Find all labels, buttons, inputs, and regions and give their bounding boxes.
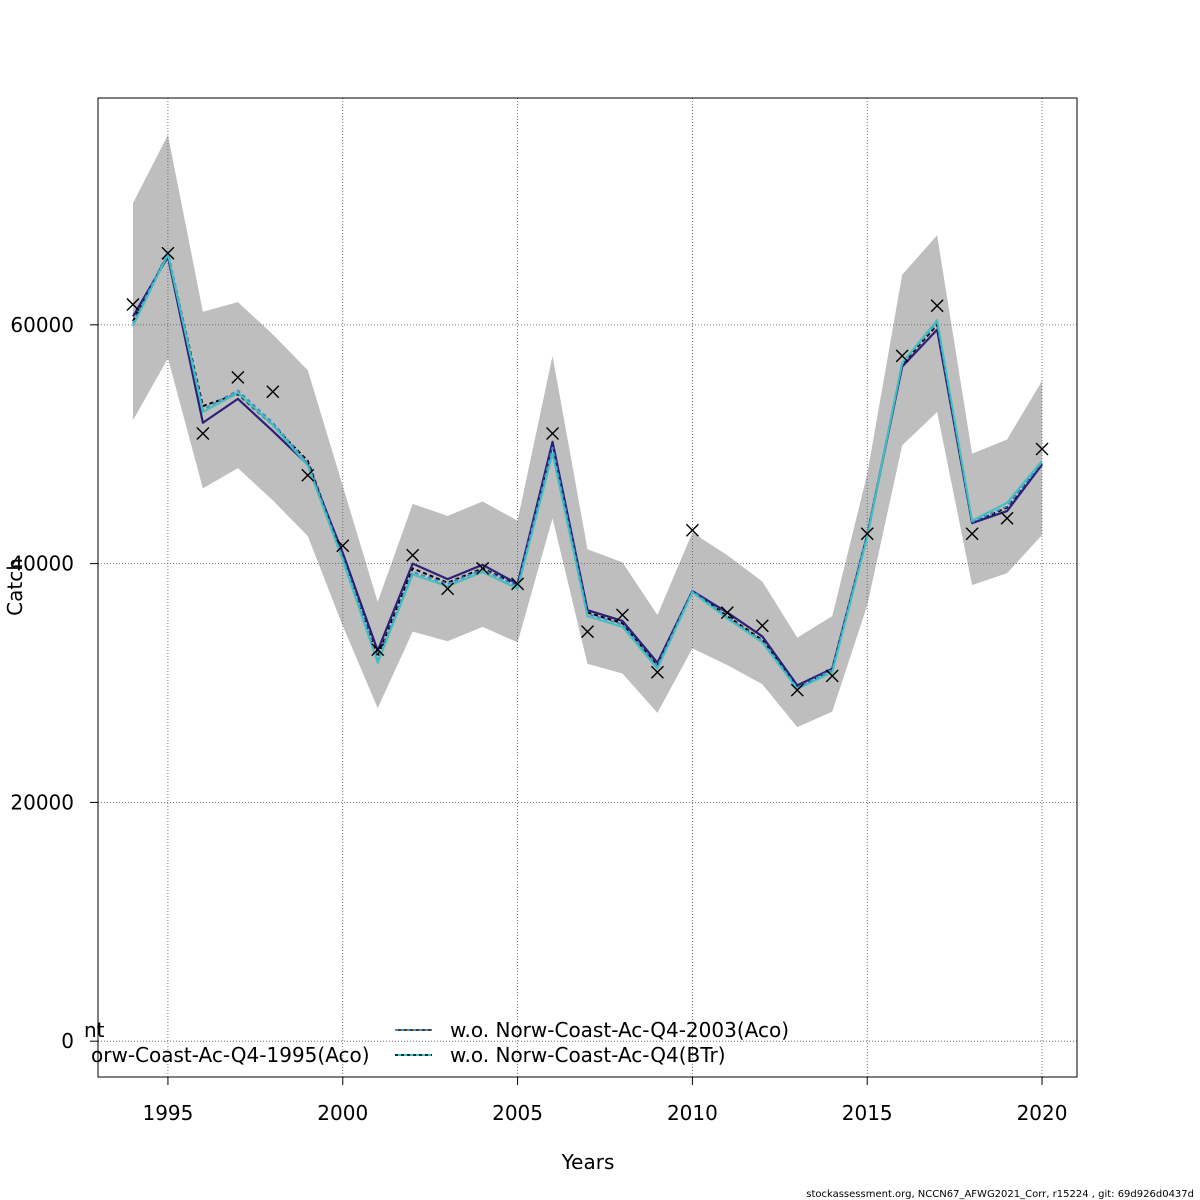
observed-layer — [126, 246, 1049, 697]
observed-point — [371, 643, 385, 657]
x-axis-title: Years — [561, 1150, 615, 1174]
x-tick-label: 2005 — [492, 1101, 543, 1125]
observed-point — [336, 539, 350, 553]
x-tick-label: 1995 — [142, 1101, 193, 1125]
observed-point — [581, 625, 594, 639]
footer-credit: stockassessment.org, NCCN67_AFWG2021_Cor… — [806, 1189, 1194, 1200]
observed-point — [790, 683, 804, 697]
observed-point — [511, 577, 525, 591]
observed-point — [825, 669, 839, 683]
observed-point — [126, 298, 140, 312]
axis-layer: 1995 2000 2005 2010 2015 2020 0 20000 40000 60000 — [10, 313, 1067, 1125]
observed-point — [720, 606, 734, 620]
observed-point — [965, 527, 979, 541]
observed-point — [1035, 442, 1049, 456]
y-tick-label: 0 — [61, 1029, 74, 1053]
plot-frame — [97, 97, 1078, 1078]
legend-label-current: nt — [84, 1018, 105, 1042]
x-tick-label: 2010 — [667, 1101, 718, 1125]
observed-point — [685, 523, 699, 537]
observed-point — [1000, 511, 1014, 525]
series-line-4 — [132, 253, 1043, 690]
observed-point — [476, 561, 490, 575]
observed-point — [301, 468, 315, 482]
y-axis-title: Catch — [3, 558, 27, 616]
confidence-band-layer — [132, 135, 1043, 728]
x-tick-label: 2000 — [317, 1101, 368, 1125]
observed-point — [860, 527, 874, 541]
series-layer — [132, 251, 1043, 690]
y-tick-label: 20000 — [10, 790, 74, 814]
observed-point — [231, 370, 245, 384]
observed-point — [266, 385, 280, 399]
observed-point — [895, 349, 909, 363]
confidence-band — [132, 135, 1043, 728]
legend-label-wo-1995: orw-Coast-Ac-Q4-1995(Aco) — [91, 1043, 370, 1067]
observed-point — [196, 426, 210, 440]
legend-label-wo-2003: w.o. Norw-Coast-Ac-Q4-2003(Aco) — [450, 1018, 789, 1042]
observed-point — [406, 548, 420, 562]
x-tick-label: 2020 — [1017, 1101, 1068, 1125]
legend-label-wo-btr: w.o. Norw-Coast-Ac-Q4(BTr) — [450, 1043, 726, 1067]
legend: nt orw-Coast-Ac-Q4-1995(Aco) w.o. Norw-C… — [84, 1018, 789, 1067]
observed-point — [930, 299, 944, 313]
observed-point — [755, 619, 769, 633]
y-tick-label: 60000 — [10, 313, 74, 337]
observed-point — [546, 426, 560, 440]
y-tick-label: 40000 — [10, 552, 74, 576]
observed-point — [161, 246, 175, 260]
observed-point — [615, 608, 629, 622]
observed-point — [650, 665, 664, 679]
observed-point — [441, 582, 455, 596]
x-tick-label: 2015 — [842, 1101, 893, 1125]
